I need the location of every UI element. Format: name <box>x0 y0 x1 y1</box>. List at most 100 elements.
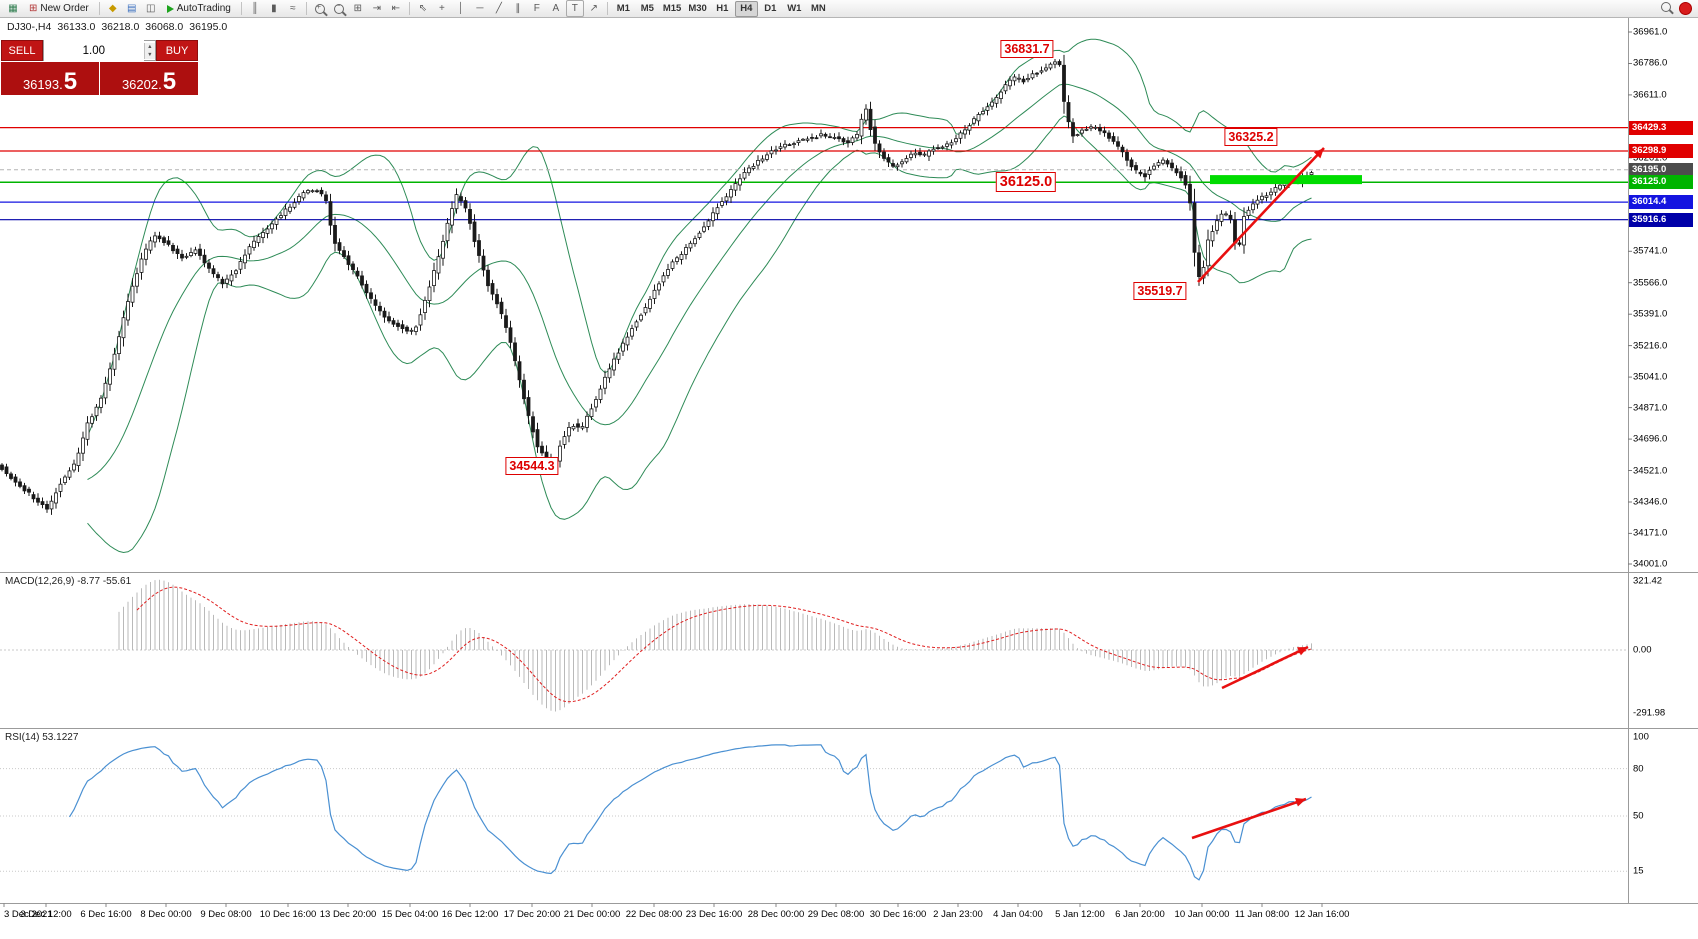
time-axis-label: 6 Jan 20:00 <box>1115 909 1165 920</box>
sell-button[interactable]: SELL <box>1 40 43 61</box>
arrows-tool-icon[interactable]: ↗ <box>589 3 599 14</box>
macd-indicator-label: MACD(12,26,9) -8.77 -55.61 <box>5 576 132 587</box>
price-scale-tick: 34171.0 <box>1633 527 1668 539</box>
zoom-out-icon[interactable] <box>330 0 348 17</box>
sell-price-big-digit: 5 <box>63 67 78 95</box>
time-axis-label: 5 Jan 12:00 <box>1055 909 1105 920</box>
time-axis-label: 10 Jan 00:00 <box>1174 909 1230 920</box>
timeframe-m1-button[interactable]: M1 <box>616 2 630 14</box>
price-annotation[interactable]: 36325.2 <box>1224 128 1278 147</box>
price-scale-tick: 35741.0 <box>1633 245 1668 257</box>
time-axis-label: 17 Dec 20:00 <box>503 909 561 920</box>
new-order-icon: ⊞ <box>29 3 38 14</box>
symbol-period-label: DJ30-,H4 <box>7 21 52 33</box>
volume-increase-button[interactable]: ▲ <box>144 42 155 51</box>
expert-advisors-icon[interactable]: ◆ <box>108 3 117 14</box>
search-icon[interactable] <box>1661 2 1671 15</box>
time-axis-label: 8 Dec 00:00 <box>140 909 192 920</box>
time-axis-label: 12 Jan 16:00 <box>1294 909 1350 920</box>
rsi-scale-tick: 80 <box>1633 763 1644 775</box>
volume-spinner: ▲ ▼ <box>143 42 155 59</box>
timeframe-d1-button[interactable]: D1 <box>764 2 777 14</box>
equidistant-channel-icon[interactable]: ∥ <box>515 3 521 14</box>
chart-window-icon[interactable]: ▦ <box>8 3 18 14</box>
toolbar-separator <box>408 2 410 15</box>
auto-scroll-icon[interactable]: ⇥ <box>372 3 382 14</box>
price-annotation[interactable]: 35519.7 <box>1133 282 1187 301</box>
price-scale-tick: 36786.0 <box>1633 57 1668 69</box>
new-order-button[interactable]: ⊞ New Order <box>23 1 95 16</box>
new-order-label: New Order <box>40 3 89 14</box>
market-watch-icon[interactable]: ▤ <box>127 3 137 14</box>
timeframe-m5-button[interactable]: M5 <box>640 2 654 14</box>
timeframe-m15-button[interactable]: M15 <box>662 2 682 14</box>
price-scale-tick: 35216.0 <box>1633 340 1668 352</box>
navigator-icon[interactable]: ◫ <box>146 3 156 14</box>
volume-decrease-button[interactable]: ▼ <box>144 50 155 59</box>
main-trend-arrow[interactable] <box>1197 147 1325 283</box>
tile-windows-icon[interactable]: ⊞ <box>353 3 363 14</box>
time-axis-label: 29 Dec 08:00 <box>807 909 865 920</box>
toolbar-separator <box>305 2 307 15</box>
time-axis-label: 16 Dec 12:00 <box>441 909 499 920</box>
rsi-line <box>68 744 1312 881</box>
line-chart-icon[interactable]: ≈ <box>290 3 296 14</box>
candles-layer <box>0 54 1314 515</box>
open-value: 36133.0 <box>57 21 96 33</box>
price-annotation[interactable]: 34544.3 <box>505 457 559 476</box>
zoom-in-icon[interactable] <box>311 0 329 17</box>
bollinger-bands <box>87 38 1312 554</box>
price-scale-tick: 34696.0 <box>1633 433 1668 445</box>
price-scale-tick: 34346.0 <box>1633 496 1668 508</box>
label-tool-icon[interactable]: T <box>565 0 584 17</box>
price-annotation[interactable]: 36831.7 <box>1000 40 1054 59</box>
chart-shift-icon[interactable]: ⇤ <box>391 3 401 14</box>
buy-button[interactable]: BUY <box>156 40 198 61</box>
buy-price-display[interactable]: 36202. 5 <box>100 62 198 95</box>
macd-scale-tick: -291.98 <box>1633 707 1666 719</box>
time-axis-label: 22 Dec 08:00 <box>625 909 683 920</box>
price-scale-tick: 36961.0 <box>1633 26 1668 38</box>
candlestick-chart-icon[interactable]: ▮ <box>271 3 277 14</box>
volume-input[interactable] <box>44 40 144 61</box>
fibonacci-icon[interactable]: F <box>533 3 540 14</box>
crosshair-icon[interactable]: + <box>438 3 445 14</box>
time-axis-label: 10 Dec 16:00 <box>259 909 317 920</box>
timeframe-m30-button[interactable]: M30 <box>688 2 707 14</box>
horizontal-price-lines[interactable] <box>0 126 1628 221</box>
support-highlight-rect[interactable] <box>1210 175 1362 185</box>
text-tool-icon[interactable]: A <box>552 3 560 14</box>
rsi-trend-arrow[interactable] <box>1191 797 1307 840</box>
time-axis-label: 4 Jan 04:00 <box>993 909 1043 920</box>
sell-price-display[interactable]: 36193. 5 <box>1 62 99 95</box>
cursor-icon[interactable]: ⇖ <box>418 3 428 14</box>
toolbar-separator <box>98 2 100 15</box>
one-click-trading-panel: SELL ▲ ▼ BUY 36193. 5 36202. 5 <box>1 40 198 95</box>
macd-trend-arrow[interactable] <box>1221 645 1309 690</box>
rsi-scale-tick: 50 <box>1633 810 1644 822</box>
vertical-line-icon[interactable]: │ <box>457 3 464 14</box>
horizontal-line-icon[interactable]: ─ <box>476 3 484 14</box>
time-axis-label: 6 Dec 16:00 <box>80 909 132 920</box>
rsi-scale-tick: 100 <box>1633 731 1649 743</box>
time-axis-label: 30 Dec 16:00 <box>869 909 927 920</box>
high-value: 36218.0 <box>101 21 140 33</box>
price-annotation[interactable]: 36125.0 <box>995 172 1057 193</box>
low-value: 36068.0 <box>145 21 184 33</box>
price-scale-box: 36125.0 <box>1629 175 1693 190</box>
timeframe-h4-button[interactable]: H4 <box>734 0 758 17</box>
price-scale-box: 36298.9 <box>1629 143 1693 158</box>
price-scale-tick: 34521.0 <box>1633 465 1668 477</box>
notification-icon[interactable] <box>1679 2 1692 15</box>
autotrading-button[interactable]: AutoTrading <box>161 1 237 16</box>
timeframe-w1-button[interactable]: W1 <box>787 2 802 14</box>
price-scale-tick: 35391.0 <box>1633 308 1668 320</box>
bar-chart-icon[interactable]: ║ <box>251 3 259 14</box>
close-value: 36195.0 <box>189 21 228 33</box>
trendline-icon[interactable]: ╱ <box>495 3 502 14</box>
timeframe-mn-button[interactable]: MN <box>810 2 826 14</box>
toolbar-right-group <box>1661 2 1694 15</box>
timeframe-h1-button[interactable]: H1 <box>716 2 729 14</box>
